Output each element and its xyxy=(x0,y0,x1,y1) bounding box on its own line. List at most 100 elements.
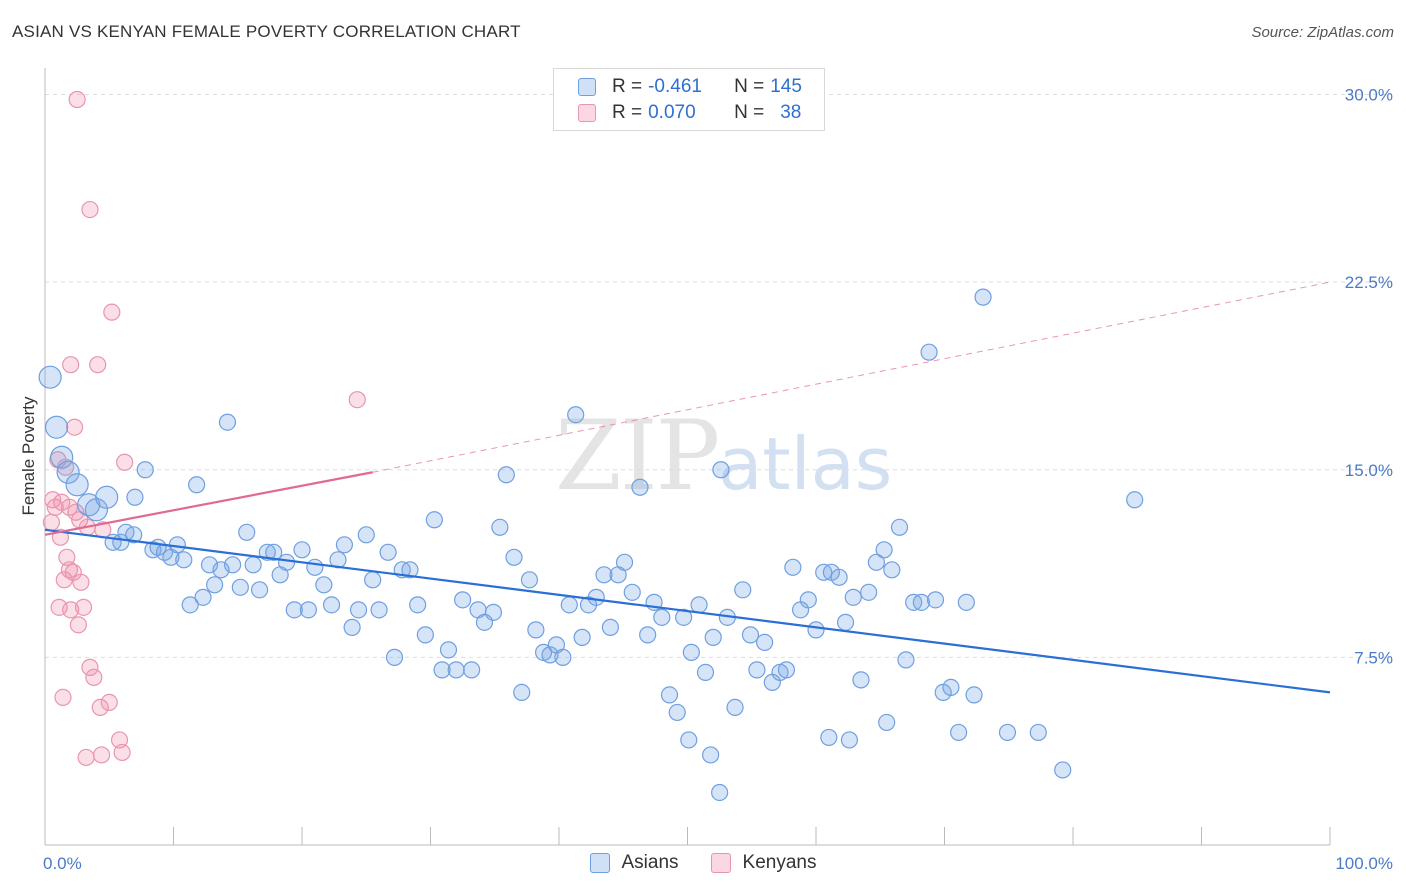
asian-point xyxy=(615,553,634,571)
asian-point xyxy=(194,588,212,606)
kenyan-point xyxy=(91,698,109,717)
asian-points xyxy=(38,288,1144,802)
asian-point xyxy=(56,460,80,484)
asian-point xyxy=(1054,761,1072,779)
asian-point xyxy=(660,686,679,704)
asian-point xyxy=(942,678,960,696)
asian-point xyxy=(513,683,531,702)
asian-point xyxy=(231,578,249,596)
asian-point xyxy=(175,551,193,569)
legend-n-label: N = xyxy=(734,102,765,123)
kenyan-point xyxy=(81,200,99,219)
correlation-legend: R = -0.461 N = 145 R = 0.070 N = 38 xyxy=(553,68,825,131)
asian-point xyxy=(755,633,774,651)
asian-point xyxy=(364,571,382,589)
asian-point xyxy=(181,596,199,614)
kenyan-point xyxy=(65,418,84,436)
kenyan-point xyxy=(92,746,111,764)
asian-point xyxy=(726,698,744,717)
kenyan-point xyxy=(74,598,93,616)
legend-n-value: 38 xyxy=(780,102,802,123)
asian-point xyxy=(696,663,715,681)
asian-point xyxy=(573,628,591,646)
asian-point xyxy=(912,593,930,611)
asian-point xyxy=(711,783,729,802)
kenyan-point xyxy=(58,548,76,566)
asian-point xyxy=(675,608,693,626)
asian-point xyxy=(844,588,862,606)
legend-r-label: R = xyxy=(612,102,643,123)
asian-point xyxy=(277,553,296,571)
asian-point xyxy=(218,413,237,431)
asian-point xyxy=(265,543,283,561)
kenyan-point xyxy=(69,616,88,634)
asian-point xyxy=(890,518,909,536)
asian-point xyxy=(1029,723,1047,742)
asian-point xyxy=(784,558,802,576)
asian-point xyxy=(852,671,870,689)
asian-point xyxy=(998,723,1017,742)
asian-point xyxy=(433,661,451,679)
asian-point xyxy=(965,686,983,704)
asian-point xyxy=(401,561,419,579)
asian-point xyxy=(897,651,915,669)
asian-point xyxy=(385,648,404,666)
asian-point xyxy=(595,566,613,584)
watermark: ZIPatlas xyxy=(555,400,892,512)
kenyan-point xyxy=(103,303,121,321)
asian-point xyxy=(867,553,885,571)
grid-lines xyxy=(45,94,1392,658)
legend-row-kenyans: R = 0.070 N = 38 xyxy=(578,101,801,125)
kenyan-trend-line xyxy=(44,471,373,536)
asian-point xyxy=(680,731,698,749)
tick-labels: 7.5% 15.0% 22.5% 30.0% 0.0% 100.0% xyxy=(43,86,1393,873)
asian-point xyxy=(258,543,276,561)
trend-lines xyxy=(44,281,1331,694)
kenyan-point xyxy=(55,571,73,589)
y-tick-label: 15.0% xyxy=(1345,461,1393,480)
asian-point xyxy=(567,406,585,424)
asian-point xyxy=(631,478,649,496)
kenyan-point xyxy=(100,693,118,712)
kenyan-point xyxy=(42,513,61,531)
asian-point xyxy=(653,608,671,626)
legend-row-asians: R = -0.461 N = 145 xyxy=(578,75,802,99)
asian-point xyxy=(639,626,657,644)
asian-point xyxy=(84,498,109,522)
asian-point xyxy=(206,576,224,594)
asian-point xyxy=(541,646,559,664)
asian-point xyxy=(748,661,766,679)
asian-point xyxy=(682,643,700,661)
asian-point xyxy=(836,613,855,631)
asian-point xyxy=(741,626,760,644)
kenyan-swatch xyxy=(710,853,731,873)
asian-point xyxy=(425,511,443,529)
asian-point xyxy=(527,621,545,639)
asian-point xyxy=(38,365,62,389)
asian-point xyxy=(560,596,578,614)
kenyan-point xyxy=(68,90,86,109)
kenyan-point xyxy=(77,748,95,767)
asian-point xyxy=(244,556,262,574)
asian-point xyxy=(1126,491,1144,509)
asian-swatch xyxy=(589,853,610,873)
legend-r-value: 0.070 xyxy=(648,102,696,123)
kenyan-point xyxy=(72,573,90,591)
asian-point xyxy=(601,618,620,636)
kenyan-swatch xyxy=(578,104,596,122)
kenyan-point xyxy=(89,356,107,374)
legend-r-label: R = xyxy=(612,76,643,97)
asian-point xyxy=(484,603,503,621)
legend-label: Kenyans xyxy=(742,852,817,873)
asian-point xyxy=(883,561,901,579)
axes xyxy=(44,68,1331,846)
asian-point xyxy=(491,518,509,536)
kenyan-trend-extension xyxy=(372,281,1331,473)
asian-point xyxy=(734,581,752,599)
legend-n-value: 145 xyxy=(770,76,802,97)
asian-point xyxy=(690,596,708,614)
asian-point xyxy=(712,461,730,479)
asian-point xyxy=(315,576,333,594)
watermark-atlas: atlas xyxy=(718,422,893,506)
